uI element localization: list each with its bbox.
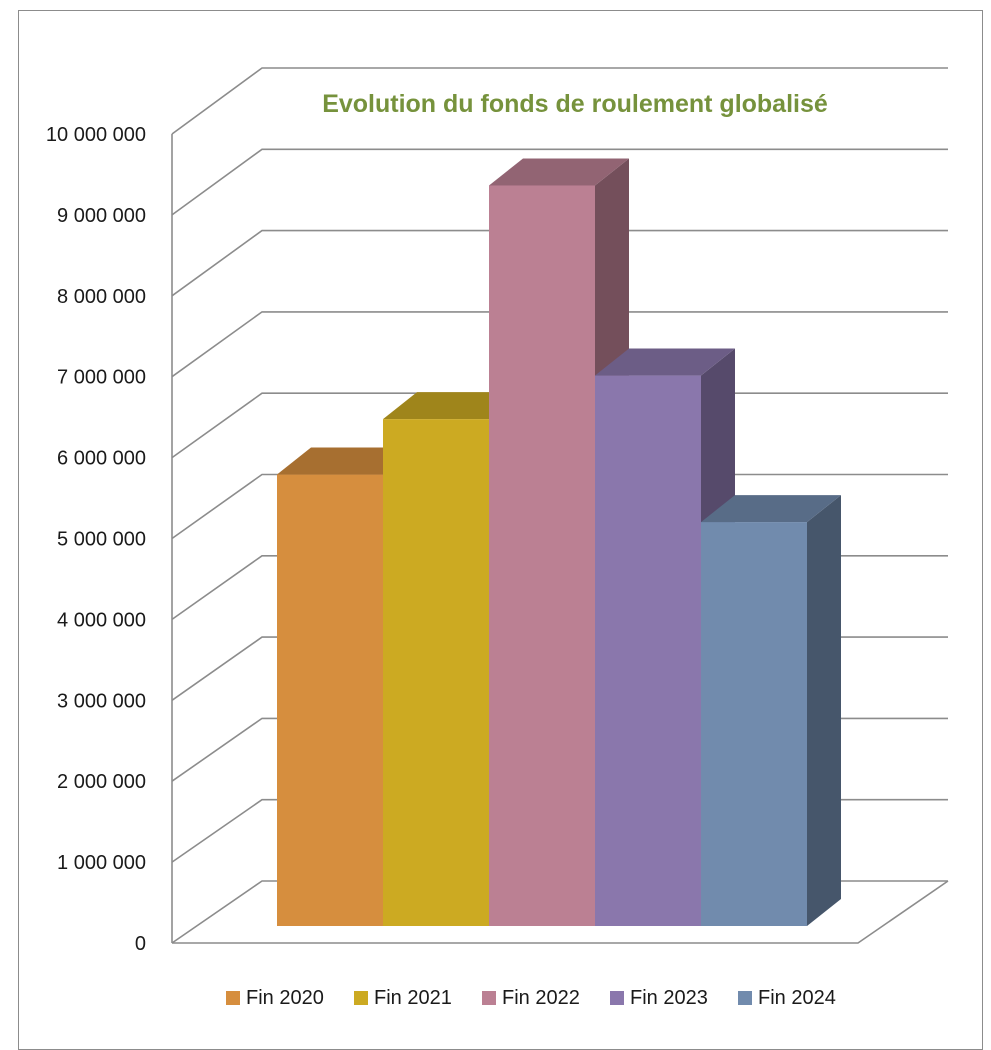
legend-swatch bbox=[610, 991, 624, 1005]
legend-label: Fin 2024 bbox=[758, 987, 836, 1009]
y-tick-label: 6 000 000 bbox=[57, 448, 146, 470]
gridline bbox=[171, 311, 948, 378]
bar-side bbox=[807, 495, 841, 926]
bar-front bbox=[383, 419, 489, 926]
bar bbox=[701, 495, 841, 926]
y-tick-label: 3 000 000 bbox=[57, 690, 146, 712]
legend: Fin 2020 Fin 2021 Fin 2022 Fin 2023 Fin 2024 bbox=[226, 987, 836, 1009]
legend-entry: Fin 2022 bbox=[482, 987, 580, 1009]
gridline bbox=[171, 229, 948, 297]
gridline bbox=[171, 67, 948, 135]
y-tick-label: 2 000 000 bbox=[57, 771, 146, 793]
bar-top bbox=[595, 348, 735, 376]
bar-front bbox=[489, 185, 595, 927]
bar-top bbox=[383, 392, 523, 420]
y-tick-label: 8 000 000 bbox=[57, 286, 146, 308]
y-tick-label: 1 000 000 bbox=[57, 852, 146, 874]
bar-top bbox=[277, 447, 417, 475]
legend-label: Fin 2023 bbox=[630, 987, 708, 1009]
legend-swatch bbox=[226, 991, 240, 1005]
legend-swatch bbox=[738, 991, 752, 1005]
legend-label: Fin 2022 bbox=[502, 987, 580, 1009]
bar-front bbox=[701, 522, 807, 926]
y-tick-label: 9 000 000 bbox=[57, 205, 146, 227]
bar-top bbox=[701, 495, 841, 523]
legend-entry: Fin 2020 bbox=[226, 987, 324, 1009]
y-tick-label: 7 000 000 bbox=[57, 367, 146, 389]
legend-swatch bbox=[482, 991, 496, 1005]
y-tick-label: 5 000 000 bbox=[57, 529, 146, 551]
floor-edge bbox=[172, 880, 949, 944]
bar-front bbox=[595, 375, 701, 926]
bars bbox=[277, 158, 841, 927]
bar-front bbox=[277, 474, 383, 926]
y-tick-label: 10 000 000 bbox=[46, 124, 146, 146]
legend-entry: Fin 2024 bbox=[738, 987, 836, 1009]
y-tick-label: 0 bbox=[135, 933, 146, 955]
legend-entry: Fin 2023 bbox=[610, 987, 708, 1009]
legend-entry: Fin 2021 bbox=[354, 987, 452, 1009]
y-tick-label: 4 000 000 bbox=[57, 609, 146, 631]
legend-label: Fin 2021 bbox=[374, 987, 452, 1009]
gridline bbox=[171, 148, 948, 216]
legend-swatch bbox=[354, 991, 368, 1005]
bar-top bbox=[489, 158, 629, 186]
chart-title: Evolution du fonds de roulement globalis… bbox=[322, 90, 828, 118]
legend-label: Fin 2020 bbox=[246, 987, 324, 1009]
y-axis: 0 1 000 000 2 000 000 3 000 000 4 000 000 5 0… bbox=[46, 124, 173, 955]
